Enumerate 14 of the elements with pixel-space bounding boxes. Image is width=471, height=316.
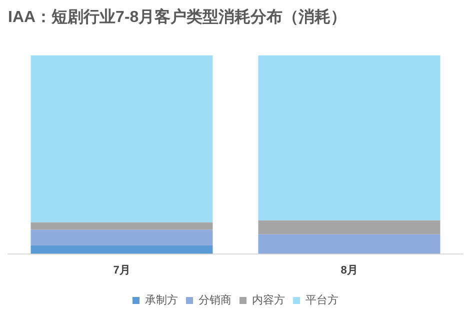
bar [30,245,213,254]
bar [30,222,213,230]
legend-label: 承制方 [145,294,178,307]
bar [258,220,440,234]
legend-label: 平台方 [306,294,338,307]
bar [258,234,440,254]
x-tick-label: 8月 [340,264,358,276]
bar [30,55,213,222]
x-tick-label: 7月 [113,264,130,276]
legend-label: 分销商 [198,294,232,307]
legend-label: 内容方 [252,294,285,307]
bar [258,55,440,220]
chart-title: IAA：短剧行业7-8月客户类型消耗分布（消耗） [8,7,347,26]
bar [30,230,213,246]
